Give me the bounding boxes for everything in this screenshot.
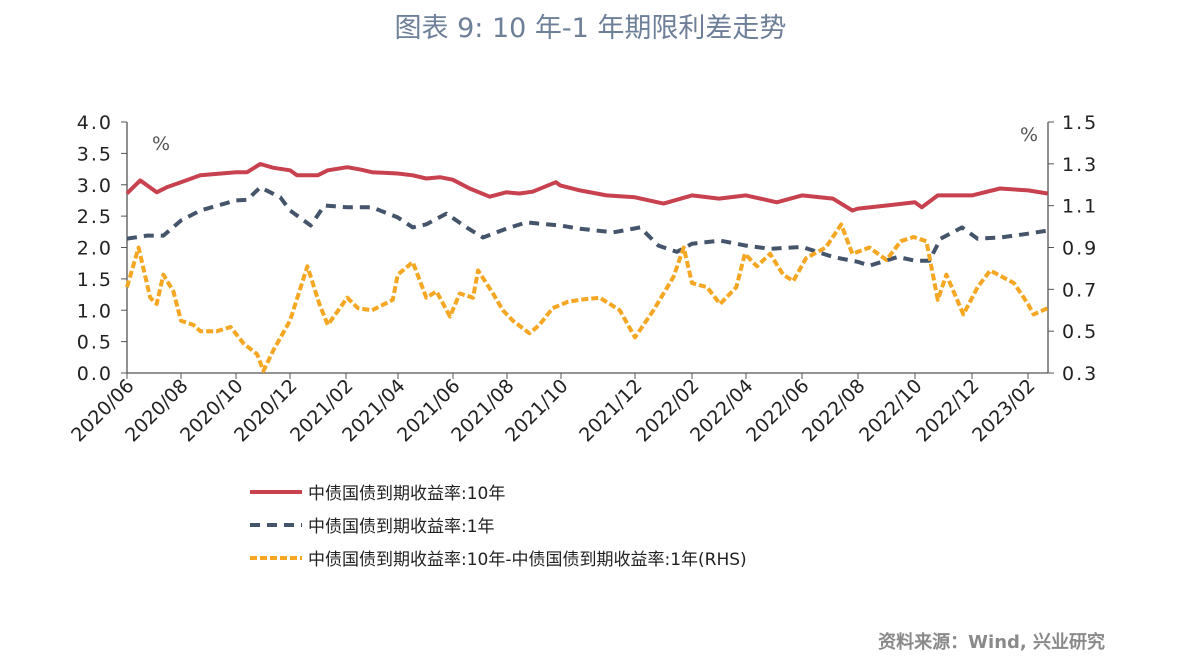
left-tick-label: 2.5	[77, 206, 113, 228]
series-10y-line	[125, 162, 1048, 213]
right-tick-label: 1.3	[1062, 154, 1098, 176]
legend-swatch-10y	[250, 489, 302, 494]
right-tick-label: 0.9	[1062, 238, 1098, 260]
chart-title: 图表 9: 10 年-1 年期限利差走势	[394, 13, 787, 44]
legend-label-1y: 中债国债到期收益率:1年	[308, 517, 495, 537]
left-axis-unit: %	[152, 133, 170, 155]
left-tick-label: 4.0	[77, 112, 113, 134]
legend-item-spread: 中债国债到期收益率:10年-中债国债到期收益率:1年(RHS)	[250, 545, 747, 570]
left-tick-label: 3.0	[77, 175, 113, 197]
axes: 0.0 0.5 1.0 1.5 2.0 2.5 3.0 3.5 4.0 0.3 0.5 0.7 0.9 1…	[67, 112, 1098, 446]
legend-swatch-1y	[250, 522, 302, 527]
series-spread-line	[125, 222, 1049, 373]
right-tick-label: 0.3	[1062, 363, 1098, 385]
left-tick-label: 2.0	[77, 238, 113, 260]
source-note: 资料来源：Wind, 兴业研究	[878, 632, 1105, 653]
series-lines	[125, 162, 1049, 373]
legend-swatch-spread	[250, 555, 302, 560]
left-tick-label: 1.5	[77, 269, 113, 291]
legend-item-1y: 中债国债到期收益率:1年	[250, 512, 495, 537]
left-tick-label: 1.0	[77, 300, 113, 322]
legend-label-10y: 中债国债到期收益率:10年	[308, 484, 506, 504]
left-tick-label: 3.5	[77, 143, 113, 165]
left-tick-label: 0.0	[77, 363, 113, 385]
right-axis-unit: %	[1020, 124, 1038, 146]
series-1y-line	[126, 185, 1048, 268]
legend-label-spread: 中债国债到期收益率:10年-中债国债到期收益率:1年(RHS)	[308, 550, 747, 570]
right-tick-label: 0.7	[1062, 279, 1098, 301]
legend-item-10y: 中债国债到期收益率:10年	[250, 479, 505, 504]
x-tick-label: 2023/02	[968, 375, 1039, 446]
right-tick-label: 1.5	[1062, 112, 1098, 134]
left-tick-label: 0.5	[77, 332, 113, 354]
right-tick-label: 0.5	[1062, 321, 1098, 343]
right-tick-label: 1.1	[1062, 196, 1098, 218]
